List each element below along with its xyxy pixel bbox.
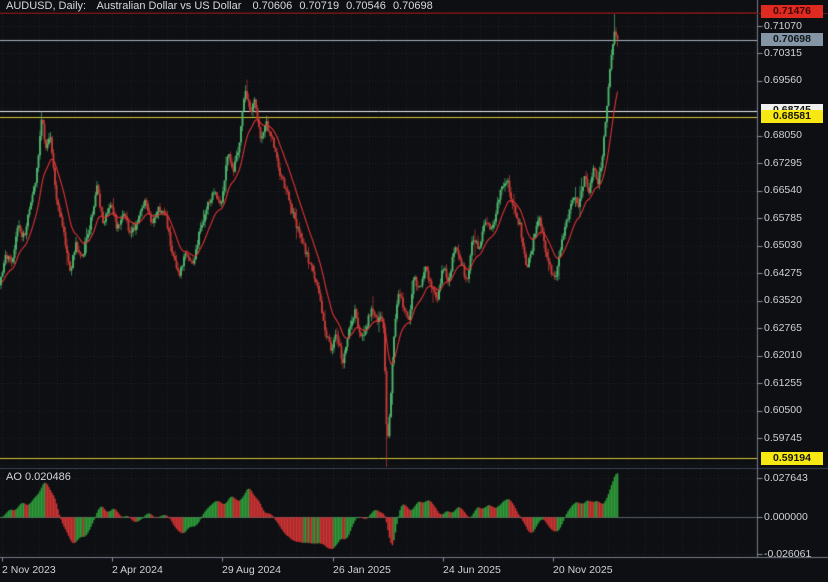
price-tick-label: 0.68050 bbox=[764, 129, 802, 142]
high-price-badge: 0.71476 bbox=[761, 4, 823, 18]
price-tick-label: 0.66540 bbox=[764, 184, 802, 197]
close-value: 0.70698 bbox=[392, 0, 433, 12]
price-tick-label: 0.61255 bbox=[764, 376, 802, 389]
price-tick-label: 0.65030 bbox=[764, 239, 802, 252]
indicator-label: AO 0.020486 bbox=[6, 471, 71, 483]
time-tick-label: 2 Nov 2023 bbox=[2, 564, 56, 576]
indicator-tick-label: 0.000000 bbox=[764, 510, 808, 523]
symbol-timeframe-label: AUDUSD, Daily: bbox=[6, 0, 87, 12]
price-tick-label: 0.63520 bbox=[764, 294, 802, 307]
time-tick-label: 20 Nov 2025 bbox=[553, 564, 613, 576]
price-tick-label: 0.70315 bbox=[764, 46, 802, 59]
low-value: 0.70546 bbox=[346, 0, 386, 12]
time-tick-label: 29 Aug 2024 bbox=[222, 564, 281, 576]
price-tick-label: 0.71070 bbox=[764, 19, 802, 32]
price-tick-label: 0.59745 bbox=[764, 431, 802, 444]
price-tick-label: 0.60500 bbox=[764, 404, 802, 417]
hline-badge-yellow-lower[interactable]: 0.59194 bbox=[761, 451, 823, 465]
current-price-badge: 0.70698 bbox=[761, 33, 823, 47]
price-tick-label: 0.65785 bbox=[764, 211, 802, 224]
open-value: 0.70606 bbox=[252, 0, 293, 12]
chart-title-bar: AUDUSD, Daily: Australian Dollar vs US D… bbox=[0, 0, 828, 14]
time-tick-label: 26 Jan 2025 bbox=[333, 564, 391, 576]
time-tick-label: 2 Apr 2024 bbox=[112, 564, 163, 576]
price-tick-label: 0.64275 bbox=[764, 266, 802, 279]
instrument-description: Australian Dollar vs US Dollar bbox=[96, 0, 242, 12]
time-tick-label: 24 Jun 2025 bbox=[443, 564, 501, 576]
price-tick-label: 0.69560 bbox=[764, 74, 802, 87]
indicator-tick-label: -0.026061 bbox=[764, 547, 812, 560]
price-tick-label: 0.67295 bbox=[764, 156, 802, 169]
indicator-tick-label: 0.027643 bbox=[764, 471, 808, 484]
price-tick-label: 0.62010 bbox=[764, 349, 802, 362]
hline-badge-yellow-upper[interactable]: 0.68581 bbox=[761, 110, 823, 124]
price-tick-label: 0.62765 bbox=[764, 321, 802, 334]
high-value: 0.70719 bbox=[299, 0, 340, 12]
